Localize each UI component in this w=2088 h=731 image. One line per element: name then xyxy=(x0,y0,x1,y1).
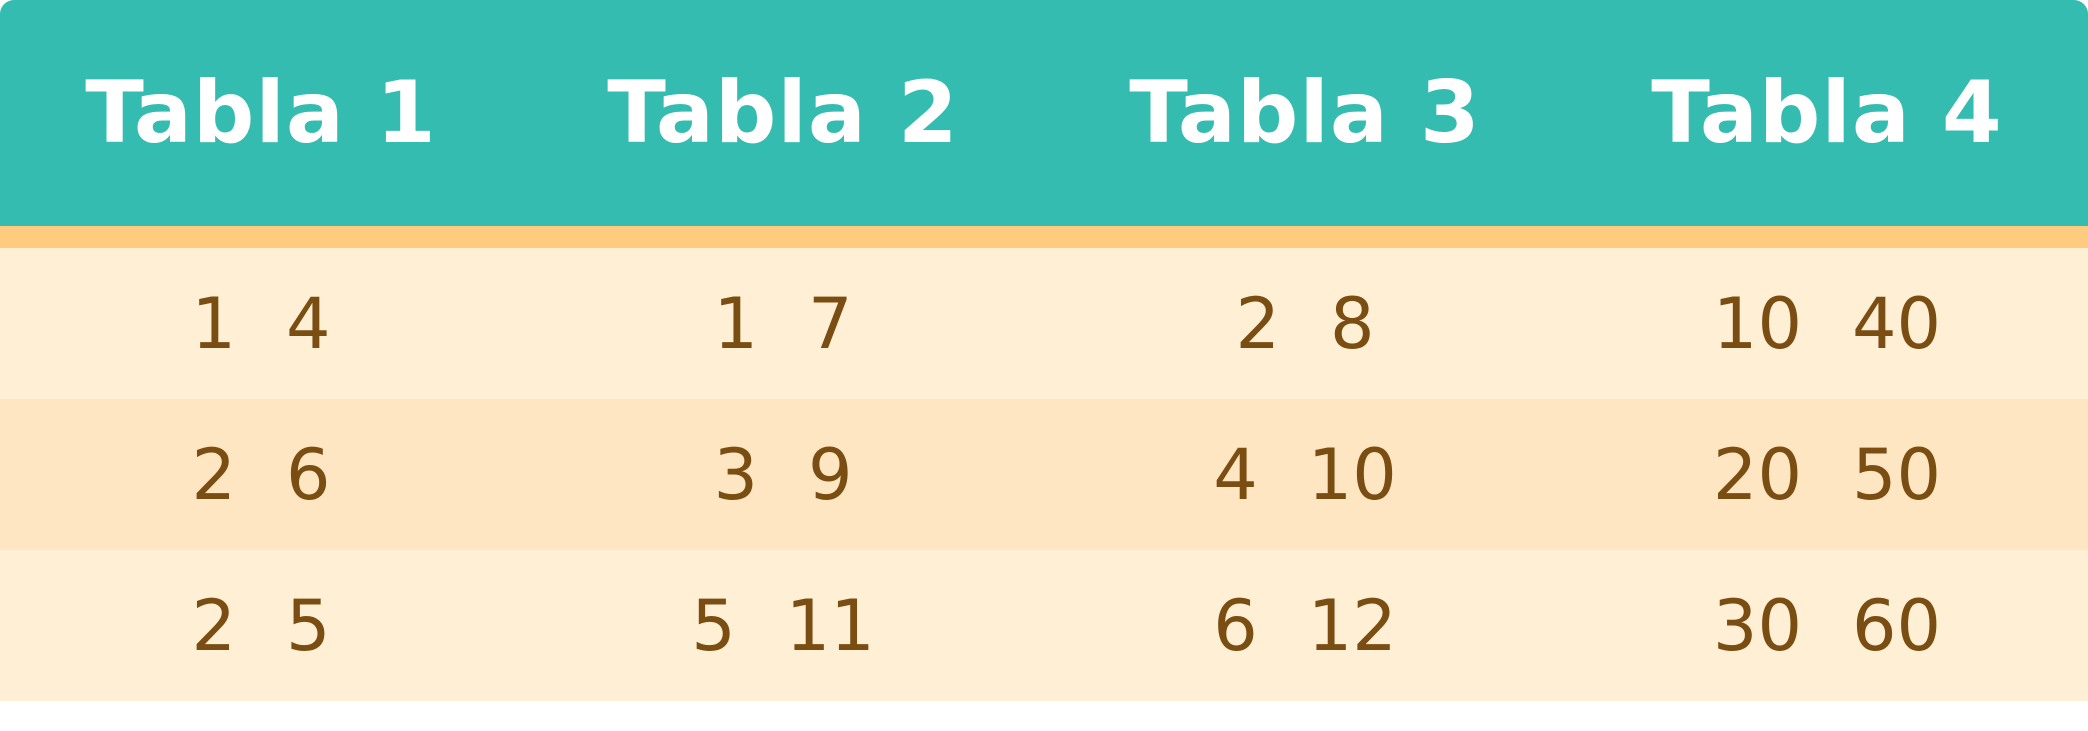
y-value: 5 xyxy=(286,584,331,667)
table-header: Tabla 1 Tabla 2 Tabla 3 Tabla 4 xyxy=(0,0,2088,226)
value-pair: 2 6 xyxy=(191,434,330,516)
table-cell: 20 50 xyxy=(1566,399,2088,550)
header-tabla-2: Tabla 2 xyxy=(607,63,959,163)
value-pair: 30 60 xyxy=(1713,585,1941,667)
value-pair: 2 5 xyxy=(191,585,330,667)
y-value: 11 xyxy=(785,584,875,667)
value-pair: 3 9 xyxy=(713,434,852,516)
y-value: 60 xyxy=(1852,584,1942,667)
y-value: 12 xyxy=(1307,584,1397,667)
table-cell: 2 6 xyxy=(0,399,522,550)
y-value: 10 xyxy=(1307,433,1397,516)
x-value: 6 xyxy=(1213,584,1258,667)
x-value: 3 xyxy=(713,433,758,516)
value-pair: 4 10 xyxy=(1213,434,1397,516)
y-value: 7 xyxy=(808,282,853,365)
header-tabla-4: Tabla 4 xyxy=(1651,63,2003,163)
table-row: 2 6 3 9 4 10 20 50 xyxy=(0,399,2088,550)
value-pair: 5 11 xyxy=(691,585,875,667)
x-value: 10 xyxy=(1712,282,1802,365)
x-value: 2 xyxy=(191,433,236,516)
x-value: 1 xyxy=(713,282,758,365)
x-value: 20 xyxy=(1712,433,1802,516)
value-pair: 2 8 xyxy=(1235,283,1374,365)
y-value: 40 xyxy=(1852,282,1942,365)
header-tabla-3: Tabla 3 xyxy=(1129,63,1481,163)
value-pair: 10 40 xyxy=(1713,283,1941,365)
value-pair: 6 12 xyxy=(1213,585,1397,667)
y-value: 4 xyxy=(286,282,331,365)
x-value: 2 xyxy=(191,584,236,667)
header-tabla-1: Tabla 1 xyxy=(85,63,437,163)
tables-grid: Tabla 1 Tabla 2 Tabla 3 Tabla 4 1 4 1 7 … xyxy=(0,0,2088,701)
table-cell: 6 12 xyxy=(1044,550,1566,701)
value-pair: 1 4 xyxy=(191,283,330,365)
table-cell: 2 5 xyxy=(0,550,522,701)
y-value: 9 xyxy=(808,433,853,516)
table-cell: 1 7 xyxy=(522,248,1044,399)
y-value: 50 xyxy=(1852,433,1942,516)
table-cell: 10 40 xyxy=(1566,248,2088,399)
table-cell: 30 60 xyxy=(1566,550,2088,701)
header-divider xyxy=(0,226,2088,248)
x-value: 5 xyxy=(691,584,736,667)
x-value: 1 xyxy=(191,282,236,365)
x-value: 30 xyxy=(1712,584,1802,667)
y-value: 8 xyxy=(1330,282,1375,365)
table-row: 2 5 5 11 6 12 30 60 xyxy=(0,550,2088,701)
x-value: 4 xyxy=(1213,433,1258,516)
table-cell: 1 4 xyxy=(0,248,522,399)
value-pair: 20 50 xyxy=(1713,434,1941,516)
table-row: 1 4 1 7 2 8 10 40 xyxy=(0,248,2088,399)
table-cell: 5 11 xyxy=(522,550,1044,701)
y-value: 6 xyxy=(286,433,331,516)
table-cell: 3 9 xyxy=(522,399,1044,550)
table-cell: 4 10 xyxy=(1044,399,1566,550)
value-pair: 1 7 xyxy=(713,283,852,365)
table-cell: 2 8 xyxy=(1044,248,1566,399)
x-value: 2 xyxy=(1235,282,1280,365)
